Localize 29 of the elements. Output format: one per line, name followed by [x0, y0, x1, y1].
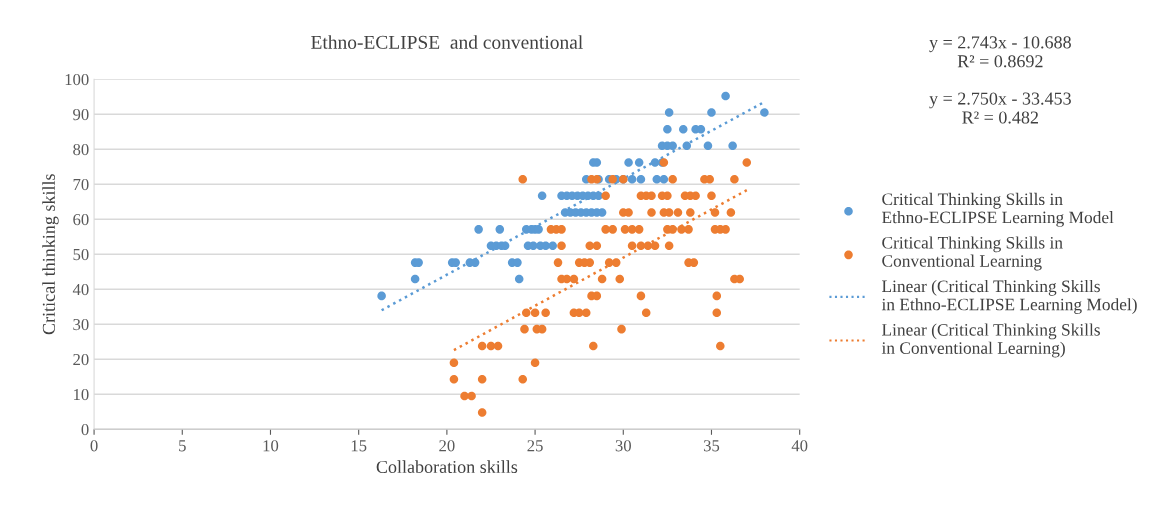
y-tick-label: 40	[72, 283, 89, 296]
x-tick-label: 20	[439, 440, 455, 452]
y-tick-label: 70	[73, 178, 89, 191]
chart-title: Ethno-ECLIPSE and conventional	[311, 35, 583, 49]
x-tick-label: 10	[263, 440, 279, 452]
x-tick-label: 15	[351, 440, 367, 452]
y-tick-label: 10	[74, 388, 89, 401]
y-axis-title: Critical thinking skills	[42, 174, 59, 335]
x-tick-label: 5	[179, 440, 186, 452]
y-tick-label: 20	[73, 353, 89, 366]
text: y = 2.743x - 10.688 R² = 0.8692	[929, 36, 1071, 68]
legend-label: Linear (Critical Thinking Skills in Conventional Learning)	[881, 323, 1100, 358]
y-tick-label: 60	[73, 213, 89, 226]
y-tick-label: 0	[81, 423, 89, 436]
text: y = 2.750x - 33.453 R² = 0.482	[929, 92, 1071, 124]
legend-label: Linear (Critical Thinking Skills in Ethno-ECLIPSE Learning Model)	[881, 279, 1137, 314]
y-tick-label: 90	[73, 108, 89, 121]
y-tick-label: 100	[65, 73, 89, 86]
x-axis-title: Collaboration skills	[376, 460, 518, 474]
legend-label: Critical Thinking Skills in Conventional Learning	[882, 236, 1063, 271]
y-tick-label: 80	[73, 143, 89, 156]
x-tick-label: 0	[90, 440, 98, 452]
x-tick-label: 35	[703, 440, 720, 452]
x-tick-label: 25	[527, 440, 543, 452]
y-tick-label: 30	[73, 318, 89, 331]
legend-label: Critical Thinking Skills in Ethno-ECLIPSE Learning Model	[882, 192, 1114, 227]
x-tick-label: 40	[791, 440, 808, 452]
y-tick-label: 50	[73, 248, 89, 261]
x-tick-label: 30	[615, 440, 631, 452]
